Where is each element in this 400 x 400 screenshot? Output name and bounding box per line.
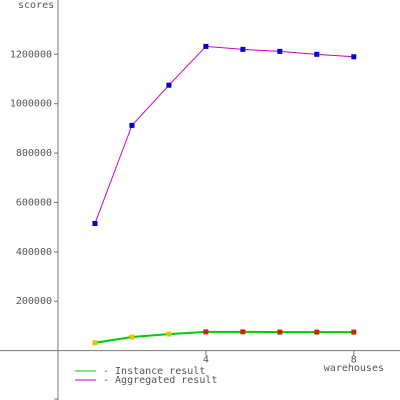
data-point — [92, 220, 98, 226]
y-tick-label: 600000 — [16, 197, 52, 208]
y-tick-label: 400000 — [16, 247, 52, 258]
legend-label: - Instance result — [103, 366, 205, 377]
data-point — [92, 340, 98, 346]
data-point — [166, 82, 172, 88]
legend-label: - Aggregated result — [103, 375, 217, 386]
series-line — [94, 330, 354, 344]
data-point — [203, 43, 209, 49]
data-point — [277, 48, 283, 54]
data-point — [240, 46, 246, 52]
y-tick-label: 1000000 — [10, 99, 52, 110]
y-tick-label: 800000 — [16, 148, 52, 159]
y-tick-label: 1200000 — [10, 49, 52, 60]
data-point — [351, 329, 357, 335]
data-point — [314, 51, 320, 57]
data-point — [166, 331, 172, 337]
data-point — [240, 329, 246, 335]
data-point — [129, 334, 135, 340]
data-point — [314, 329, 320, 335]
x-tick-label: 8 — [351, 355, 357, 366]
series-line — [94, 45, 354, 224]
data-point — [277, 329, 283, 335]
x-axis-label: warehouses — [324, 363, 384, 374]
data-point — [351, 54, 357, 60]
data-point — [203, 329, 209, 335]
y-axis-label: scores — [18, 0, 54, 11]
y-tick-label: 200000 — [16, 296, 52, 307]
x-tick-label: 4 — [203, 355, 209, 366]
data-point — [129, 122, 135, 128]
